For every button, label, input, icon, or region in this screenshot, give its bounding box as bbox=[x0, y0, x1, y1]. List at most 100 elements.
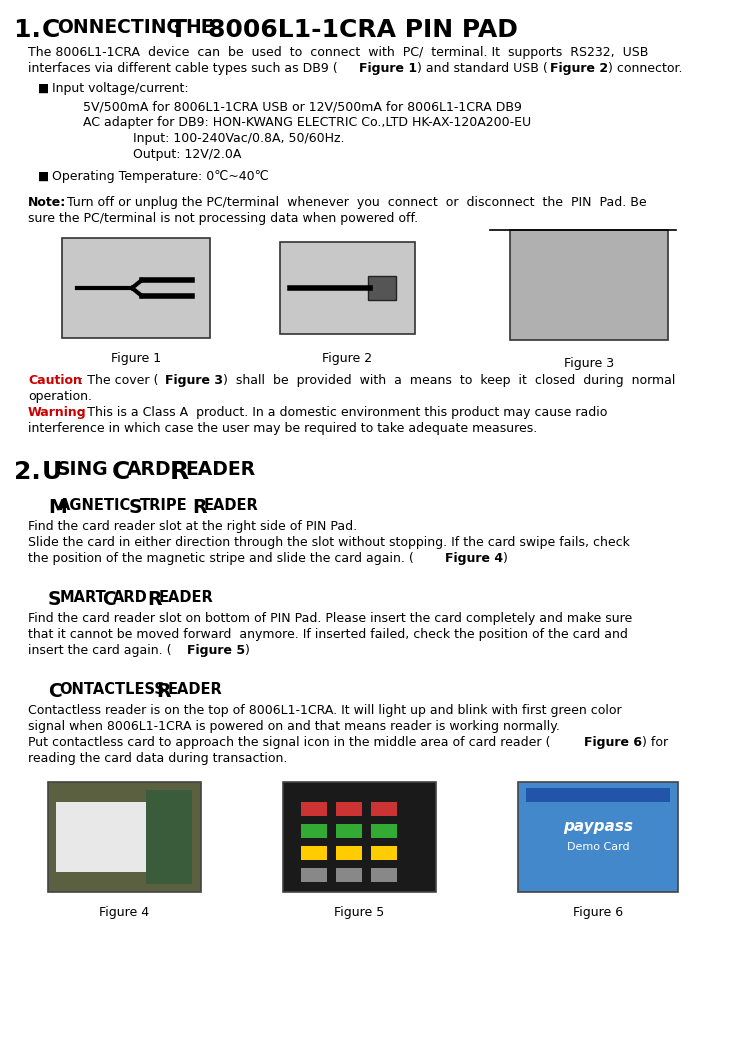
Text: SING: SING bbox=[57, 460, 109, 479]
Text: Figure 2: Figure 2 bbox=[323, 352, 372, 365]
Text: Figure 5: Figure 5 bbox=[334, 907, 385, 919]
Text: )  shall  be  provided  with  a  means  to  keep  it  closed  during  normal: ) shall be provided with a means to keep… bbox=[223, 375, 676, 387]
Text: Put contactless card to approach the signal icon in the middle area of card read: Put contactless card to approach the sig… bbox=[28, 736, 550, 749]
Text: AC adapter for DB9: HON-KWANG ELECTRIC Co.,LTD HK-AX-120A200-EU: AC adapter for DB9: HON-KWANG ELECTRIC C… bbox=[83, 116, 531, 129]
Text: Figure 3: Figure 3 bbox=[564, 358, 614, 370]
Text: Figure 6: Figure 6 bbox=[584, 736, 642, 749]
Text: interference in which case the user may be required to take adequate measures.: interference in which case the user may … bbox=[28, 422, 538, 435]
Text: U: U bbox=[42, 460, 63, 484]
Bar bbox=[301, 824, 327, 838]
Text: 2.: 2. bbox=[14, 460, 50, 484]
Bar bbox=[518, 782, 678, 892]
Text: EADER: EADER bbox=[185, 460, 256, 479]
Bar bbox=[526, 788, 670, 802]
Text: Warning: Warning bbox=[28, 406, 87, 419]
Text: Note:: Note: bbox=[28, 196, 66, 209]
Text: Figure 4: Figure 4 bbox=[100, 907, 149, 919]
Text: Figure 1: Figure 1 bbox=[111, 352, 161, 365]
Text: C: C bbox=[102, 591, 115, 609]
Text: the position of the magnetic stripe and slide the card again. (: the position of the magnetic stripe and … bbox=[28, 552, 414, 565]
Bar bbox=[48, 782, 201, 892]
Text: 5V/500mA for 8006L1-1CRA USB or 12V/500mA for 8006L1-1CRA DB9: 5V/500mA for 8006L1-1CRA USB or 12V/500m… bbox=[83, 100, 522, 113]
Bar bbox=[301, 802, 327, 816]
Bar bbox=[368, 276, 396, 300]
Bar bbox=[336, 802, 362, 816]
Text: Caution: Caution bbox=[28, 375, 82, 387]
Text: S: S bbox=[129, 498, 143, 517]
Text: Turn off or unplug the PC/terminal  whenever  you  connect  or  disconnect  the : Turn off or unplug the PC/terminal whene… bbox=[63, 196, 647, 209]
Text: Contactless reader is on the top of 8006L1-1CRA. It will light up and blink with: Contactless reader is on the top of 8006… bbox=[28, 704, 621, 717]
Text: Figure 2: Figure 2 bbox=[550, 62, 608, 74]
Text: ) for: ) for bbox=[642, 736, 669, 749]
Text: reading the card data during transaction.: reading the card data during transaction… bbox=[28, 752, 287, 765]
Text: C: C bbox=[48, 682, 62, 701]
Text: AGNETIC: AGNETIC bbox=[60, 498, 131, 513]
Bar bbox=[371, 868, 397, 882]
Text: Figure 5: Figure 5 bbox=[187, 644, 245, 656]
Bar bbox=[56, 802, 159, 872]
Bar bbox=[371, 802, 397, 816]
Text: EADER: EADER bbox=[158, 591, 213, 605]
Text: R: R bbox=[192, 498, 207, 517]
Bar bbox=[283, 782, 436, 892]
Text: ) connector.: ) connector. bbox=[608, 62, 682, 74]
Text: ARD: ARD bbox=[127, 460, 172, 479]
Text: T: T bbox=[170, 18, 187, 41]
Text: MART: MART bbox=[60, 591, 106, 605]
Text: S: S bbox=[48, 591, 62, 609]
Text: insert the card again. (: insert the card again. ( bbox=[28, 644, 171, 656]
Bar bbox=[371, 824, 397, 838]
Bar bbox=[336, 846, 362, 860]
Text: : The cover (: : The cover ( bbox=[78, 375, 158, 387]
Bar bbox=[301, 868, 327, 882]
Bar bbox=[301, 846, 327, 860]
Text: paypass: paypass bbox=[563, 819, 633, 834]
Text: C: C bbox=[112, 460, 130, 484]
Bar bbox=[62, 238, 210, 338]
Bar bbox=[146, 789, 192, 884]
Text: ■: ■ bbox=[38, 170, 49, 183]
Text: M: M bbox=[48, 498, 67, 517]
Text: Find the card reader slot on bottom of PIN Pad. Please insert the card completel: Find the card reader slot on bottom of P… bbox=[28, 612, 633, 625]
Text: Demo Card: Demo Card bbox=[567, 842, 630, 852]
Text: operation.: operation. bbox=[28, 390, 92, 403]
Text: ■: ■ bbox=[38, 82, 49, 95]
Text: Input voltage/current:: Input voltage/current: bbox=[52, 82, 188, 95]
Text: EADER: EADER bbox=[204, 498, 258, 513]
Text: Figure 3: Figure 3 bbox=[165, 375, 223, 387]
Text: interfaces via different cable types such as DB9 (: interfaces via different cable types suc… bbox=[28, 62, 338, 74]
Text: 8006L1-1CRA PIN PAD: 8006L1-1CRA PIN PAD bbox=[208, 18, 518, 41]
Text: ONTACTLESS: ONTACTLESS bbox=[60, 682, 165, 697]
Text: TRIPE: TRIPE bbox=[140, 498, 188, 513]
Text: Figure 6: Figure 6 bbox=[573, 907, 623, 919]
Text: Figure 1: Figure 1 bbox=[359, 62, 418, 74]
Text: HE: HE bbox=[185, 18, 213, 37]
Text: R: R bbox=[147, 591, 161, 609]
Text: signal when 8006L1-1CRA is powered on and that means reader is working normally.: signal when 8006L1-1CRA is powered on an… bbox=[28, 720, 560, 733]
Text: : This is a Class A  product. In a domestic environment this product may cause r: : This is a Class A product. In a domest… bbox=[78, 406, 607, 419]
Text: Operating Temperature: 0℃~40℃: Operating Temperature: 0℃~40℃ bbox=[52, 170, 268, 183]
Text: sure the PC/terminal is not processing data when powered off.: sure the PC/terminal is not processing d… bbox=[28, 212, 418, 225]
Text: Figure 4: Figure 4 bbox=[446, 552, 504, 565]
Bar bbox=[336, 824, 362, 838]
Text: ) and standard USB (: ) and standard USB ( bbox=[417, 62, 548, 74]
Bar bbox=[371, 846, 397, 860]
Bar bbox=[510, 230, 668, 340]
Bar bbox=[336, 868, 362, 882]
Text: Slide the card in either direction through the slot without stopping. If the car: Slide the card in either direction throu… bbox=[28, 536, 630, 549]
Bar bbox=[280, 242, 415, 334]
Text: Input: 100-240Vac/0.8A, 50/60Hz.: Input: 100-240Vac/0.8A, 50/60Hz. bbox=[133, 132, 345, 145]
Text: Output: 12V/2.0A: Output: 12V/2.0A bbox=[133, 148, 241, 161]
Text: Find the card reader slot at the right side of PIN Pad.: Find the card reader slot at the right s… bbox=[28, 520, 357, 533]
Text: ): ) bbox=[245, 644, 250, 656]
Text: that it cannot be moved forward  anymore. If inserted failed, check the position: that it cannot be moved forward anymore.… bbox=[28, 628, 628, 641]
Text: EADER: EADER bbox=[167, 682, 222, 697]
Text: C: C bbox=[42, 18, 60, 41]
Text: 1.: 1. bbox=[14, 18, 50, 41]
Text: ): ) bbox=[504, 552, 508, 565]
Text: The 8006L1-1CRA  device  can  be  used  to  connect  with  PC/  terminal. It  su: The 8006L1-1CRA device can be used to co… bbox=[28, 46, 648, 59]
Text: R: R bbox=[170, 460, 189, 484]
Text: R: R bbox=[156, 682, 170, 701]
Text: ONNECTING: ONNECTING bbox=[57, 18, 182, 37]
Text: ARD: ARD bbox=[113, 591, 148, 605]
